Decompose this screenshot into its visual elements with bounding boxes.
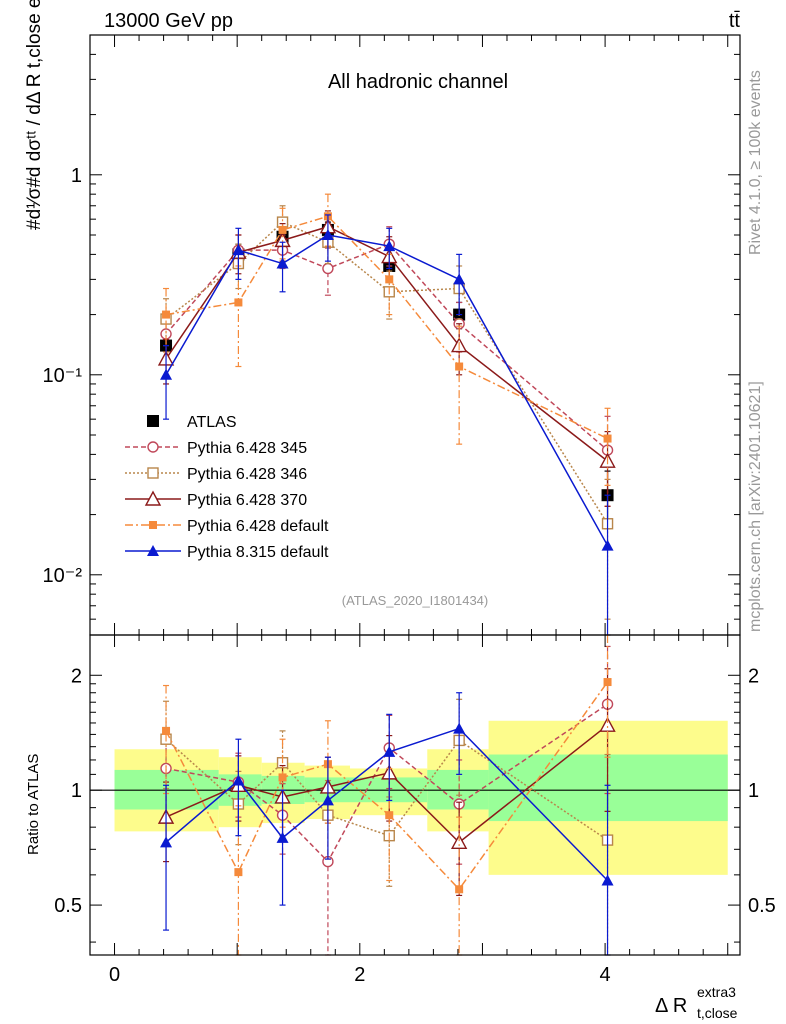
data-point — [453, 273, 466, 285]
data-point — [232, 244, 245, 256]
data-point — [603, 678, 612, 687]
legend-label: Pythia 6.428 345 — [187, 440, 307, 457]
data-point — [601, 539, 614, 551]
data-point — [276, 257, 289, 269]
x-label-sup: extra3 — [697, 984, 736, 1000]
data-point — [321, 229, 334, 240]
data-point — [455, 362, 464, 371]
x-axis-label: Δ R extra3 t,close — [655, 984, 738, 1021]
data-point — [603, 434, 612, 443]
x-tick-label: 2 — [354, 964, 365, 986]
y-tick-label: 10⁻² — [43, 565, 83, 587]
data-point — [232, 774, 245, 786]
data-point — [276, 831, 289, 843]
axes: 1 10⁻¹ 10⁻² 2 2 1 1 0.5 0.5 0 2 4 — [43, 34, 776, 986]
ratio-y-tick-label-right: 2 — [748, 665, 759, 687]
main-ylabel: #d¹⁄σ#d dσᵗᵗ / dΔ R t,close extra3 — [24, 0, 45, 230]
data-point — [383, 240, 396, 252]
data-point — [162, 310, 171, 319]
data-point — [385, 811, 394, 820]
ratio-y-tick-label-right: 1 — [748, 780, 759, 802]
ratio-frame — [89, 634, 741, 956]
ratio-y-tick-label: 2 — [71, 665, 82, 687]
ratio-plot-area — [157, 634, 616, 956]
data-point — [149, 521, 157, 529]
legend-entry: Pythia 6.428 370 — [125, 490, 307, 509]
main-plot-area — [157, 193, 616, 636]
data-point — [385, 275, 394, 284]
data-point — [234, 868, 243, 877]
data-point — [234, 298, 243, 307]
legend-label: Pythia 6.428 default — [187, 518, 329, 535]
x-tick-label: 4 — [600, 964, 611, 986]
y-tick-label: 10⁻¹ — [43, 365, 83, 387]
legend: ATLAS Pythia 6.428 345 Pythia 6.428 346 Pyt… — [125, 414, 329, 561]
main-title: All hadronic channel — [328, 71, 508, 93]
data-point — [383, 745, 396, 757]
data-point — [144, 490, 162, 506]
legend-entry: Pythia 8.315 default — [125, 544, 329, 561]
data-point — [322, 262, 334, 275]
legend-label: Pythia 8.315 default — [187, 544, 329, 561]
rivet-label: Rivet 4.1.0, ≥ 100k events — [747, 70, 764, 255]
data-point — [147, 415, 159, 427]
data-point — [160, 368, 173, 380]
data-point — [160, 836, 173, 848]
x-label-main: Δ R — [655, 995, 687, 1017]
data-point — [162, 726, 171, 735]
data-point — [321, 794, 334, 806]
header-right: tt̄ — [729, 10, 741, 32]
legend-entry: Pythia 6.428 346 — [125, 466, 307, 483]
legend-label: ATLAS — [187, 414, 237, 431]
data-point — [601, 874, 614, 886]
x-label-sub: t,close — [697, 1005, 738, 1021]
x-tick-label: 0 — [109, 964, 120, 986]
ratio-y-tick-label: 1 — [71, 780, 82, 802]
data-point — [455, 885, 464, 894]
ratio-y-tick-label-right: 0.5 — [748, 895, 776, 917]
legend-entry: Pythia 6.428 default — [125, 518, 329, 535]
legend-entry: ATLAS — [147, 414, 237, 431]
y-tick-label: 1 — [71, 165, 82, 187]
data-point — [278, 773, 287, 782]
data-point — [278, 225, 287, 234]
ratio-ylabel: Ratio to ATLAS — [25, 754, 42, 855]
source-annotation: (ATLAS_2020_I1801434) — [342, 593, 488, 608]
series-pythia-8-315-default — [160, 214, 614, 636]
legend-label: Pythia 6.428 370 — [187, 492, 307, 509]
mcplots-label: mcplots.cern.ch [arXiv:2401.10621] — [747, 381, 764, 632]
series-pythia-6-428-370 — [157, 210, 616, 507]
legend-label: Pythia 6.428 346 — [187, 466, 307, 483]
data-point — [453, 722, 466, 734]
legend-entry: Pythia 6.428 345 — [125, 440, 307, 457]
data-point — [147, 467, 159, 479]
series-pythia-8-315-default — [160, 692, 614, 956]
data-point — [450, 833, 468, 850]
ratio-y-tick-label: 0.5 — [54, 895, 82, 917]
data-point — [147, 441, 159, 453]
data-point — [147, 545, 159, 556]
main-ylabel-text: #d¹⁄σ#d dσᵗᵗ / dΔ R t,close extra3 — [24, 0, 45, 230]
header-left: 13000 GeV pp — [104, 10, 233, 32]
